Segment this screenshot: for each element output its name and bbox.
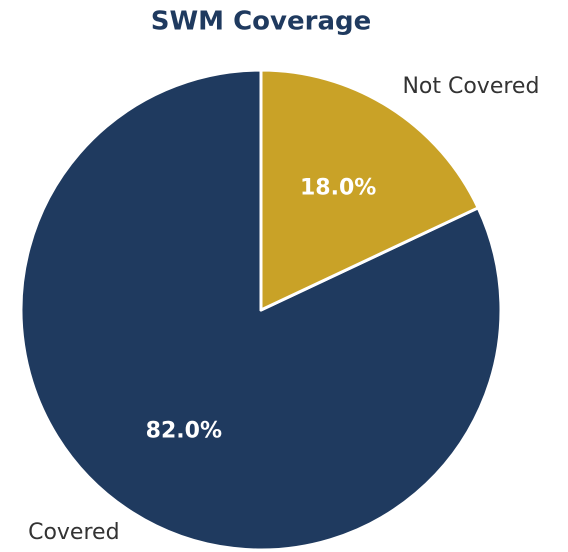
- percent-label: 18.0%: [300, 175, 376, 200]
- chart-title: SWM Coverage: [151, 7, 371, 37]
- pie-slice: [19, 68, 503, 552]
- pie-slice: [259, 68, 480, 312]
- slice-label: Covered: [28, 520, 119, 545]
- percent-label: 82.0%: [146, 419, 222, 444]
- slice-label: Not Covered: [402, 74, 539, 99]
